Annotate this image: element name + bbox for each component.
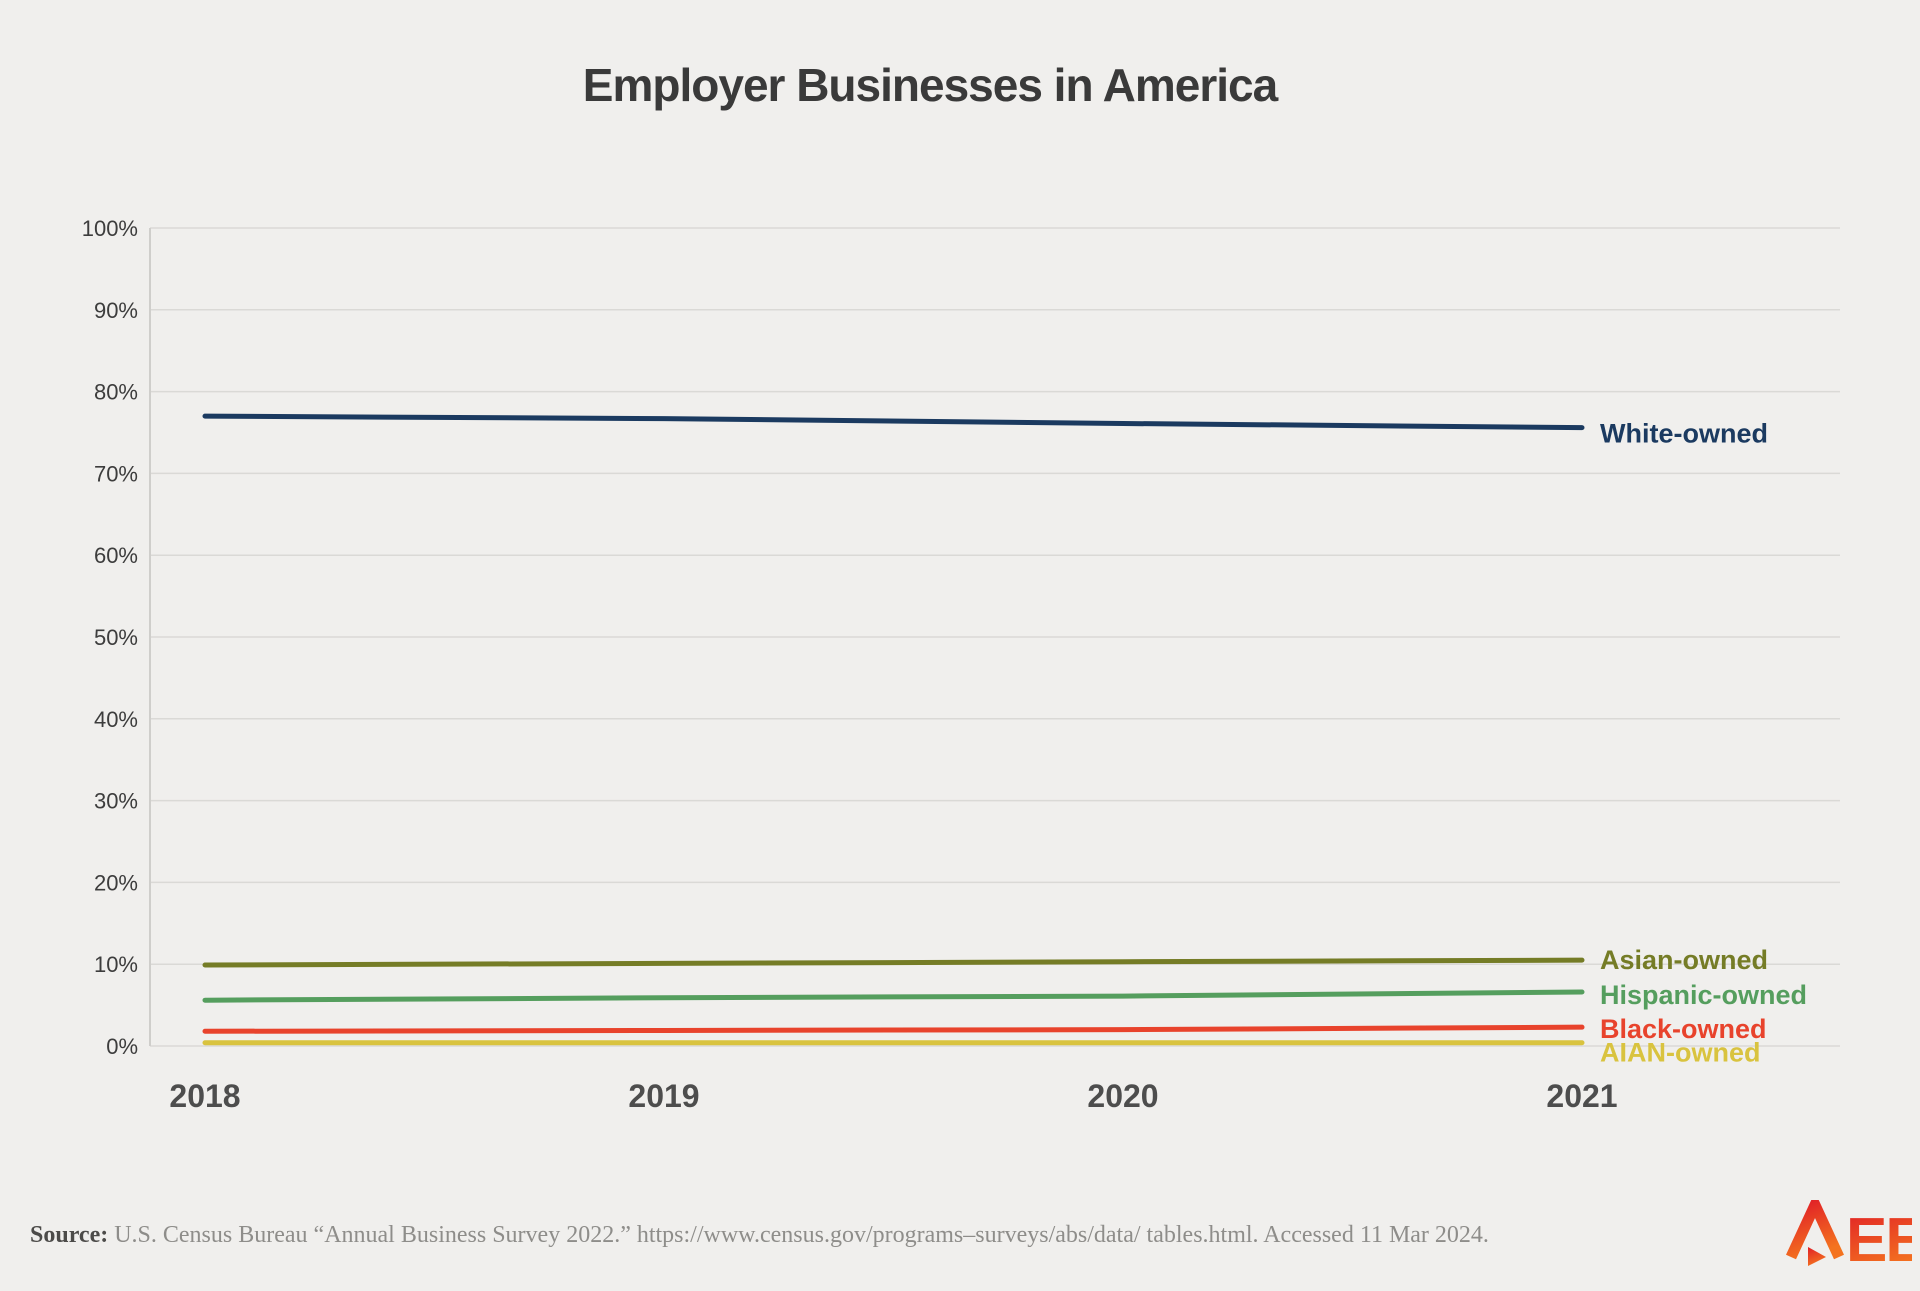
source-text: U.S. Census Bureau “Annual Business Surv… [108, 1222, 1489, 1248]
aee-logo: EE [1786, 1200, 1912, 1266]
x-tick-label: 2019 [628, 1078, 699, 1114]
x-tick-label: 2020 [1087, 1078, 1158, 1114]
y-tick-label: 30% [94, 789, 138, 814]
series-line-black-owned [202, 1024, 1585, 1034]
y-tick-label: 70% [94, 461, 138, 486]
y-tick-label: 0% [106, 1034, 138, 1059]
x-tick-label: 2018 [169, 1078, 240, 1114]
y-tick-label: 10% [94, 952, 138, 977]
series-line-asian-owned [202, 957, 1585, 968]
aee-logo-a-mark [1786, 1200, 1844, 1266]
series-line-hispanic-owned [202, 989, 1585, 1003]
series-label-aian-owned: AIAN-owned [1600, 1038, 1760, 1068]
y-tick-label: 100% [82, 216, 138, 241]
series-label-asian-owned: Asian-owned [1600, 945, 1768, 975]
y-tick-label: 40% [94, 707, 138, 732]
y-tick-label: 50% [94, 625, 138, 650]
source-note: Source: U.S. Census Bureau “Annual Busin… [30, 1222, 1730, 1249]
source-label: Source: [30, 1222, 109, 1248]
series-label-black-owned: Black-owned [1600, 1014, 1767, 1044]
aee-logo-ee-text: EE [1846, 1206, 1912, 1266]
chart-title: Employer Businesses in America [582, 59, 1278, 111]
x-tick-label: 2021 [1546, 1078, 1617, 1114]
y-tick-label: 20% [94, 870, 138, 895]
series-label-hispanic-owned: Hispanic-owned [1600, 980, 1807, 1010]
series-label-white-owned: White-owned [1600, 419, 1768, 449]
y-tick-label: 60% [94, 543, 138, 568]
y-tick-label: 90% [94, 298, 138, 323]
series-line-white-owned [202, 413, 1585, 431]
y-tick-label: 80% [94, 380, 138, 405]
